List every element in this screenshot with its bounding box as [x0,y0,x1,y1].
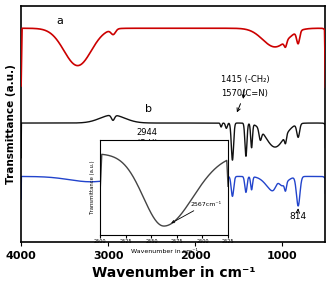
Text: 1415 (-CH₂): 1415 (-CH₂) [221,75,270,98]
Text: c: c [134,174,140,184]
Text: b: b [145,104,152,114]
Text: 814: 814 [289,209,306,221]
X-axis label: Wavenumber in cm⁻¹: Wavenumber in cm⁻¹ [92,267,255,281]
Text: 1570(C=N): 1570(C=N) [221,89,268,112]
Text: a: a [56,16,63,26]
Text: 2944
(C-H): 2944 (C-H) [136,128,158,148]
Y-axis label: Transmittance (a.u.): Transmittance (a.u.) [6,64,16,184]
